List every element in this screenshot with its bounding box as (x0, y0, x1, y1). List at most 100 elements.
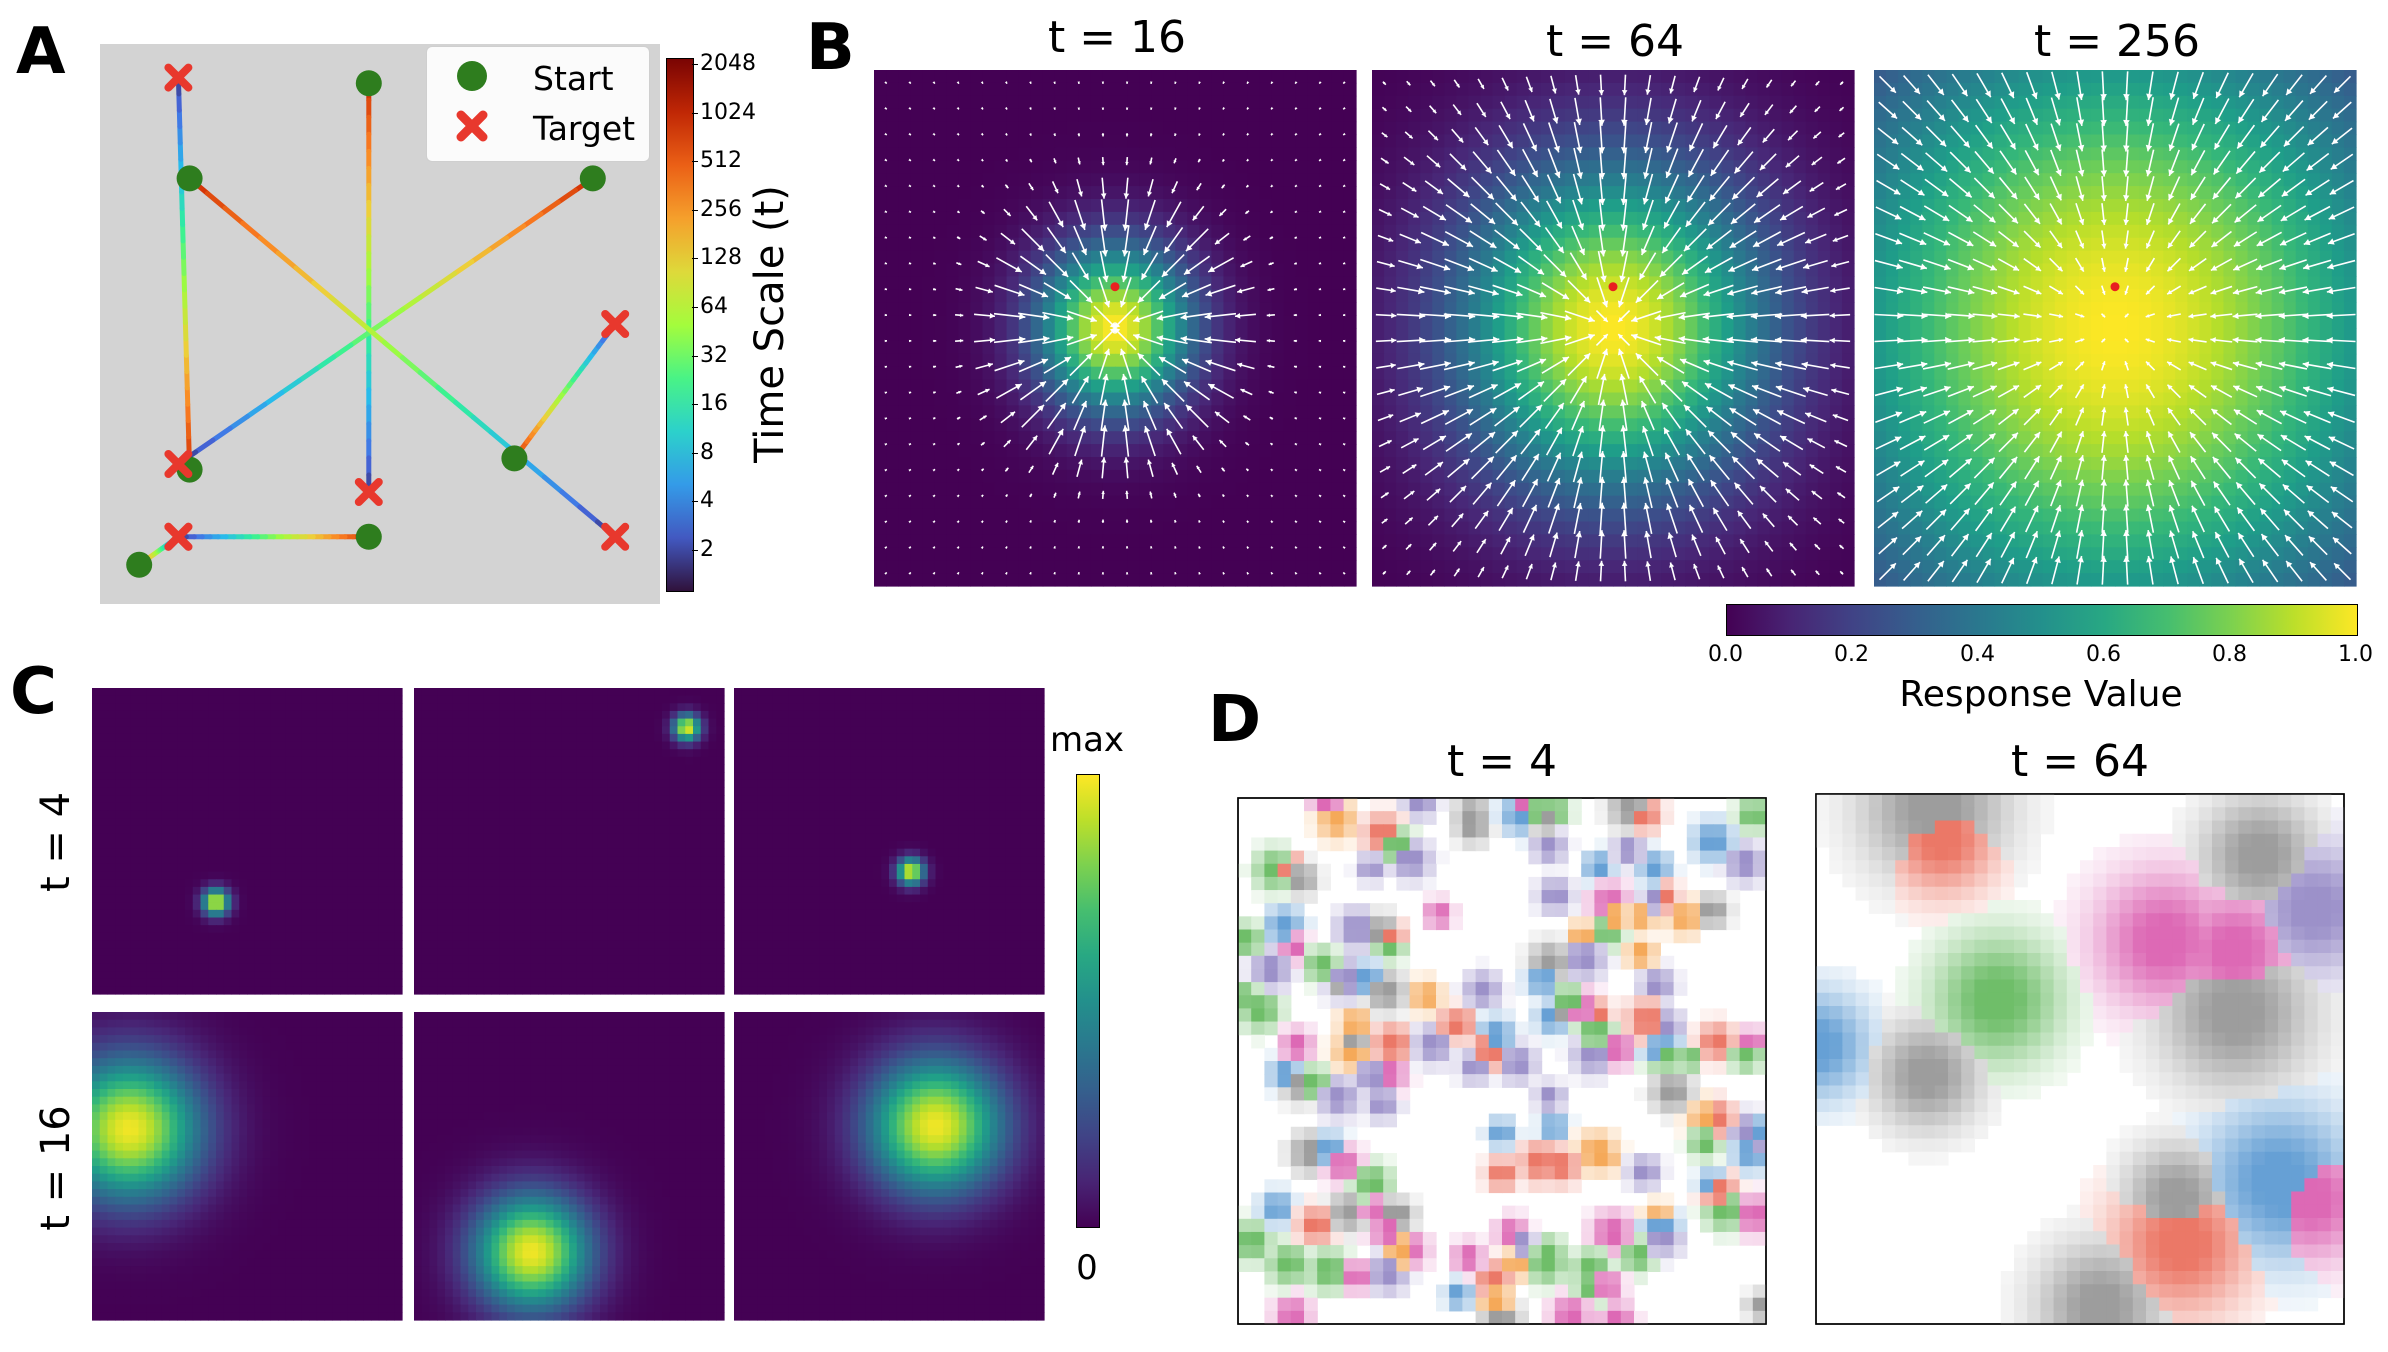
gradient-arrow-head (1237, 288, 1243, 294)
b-heatmap-cell (1235, 573, 1249, 587)
b-heatmap-cell (1384, 108, 1397, 123)
b-heatmap-cell (1102, 82, 1116, 97)
b-heatmap-cell (1271, 82, 1285, 97)
b-heatmap-cell (1757, 95, 1771, 110)
b-heatmap-cell (874, 508, 887, 523)
b-heatmap-cell (934, 276, 947, 290)
gradient-arrow-head (1713, 507, 1720, 515)
b-heatmap-cell (1625, 495, 1638, 510)
b-heatmap-cell (1090, 328, 1104, 342)
gradient-arrow-head (980, 468, 984, 472)
gradient-arrow-head (980, 81, 983, 84)
b-heatmap-cell (1211, 457, 1225, 471)
b-heatmap-cell (994, 186, 1008, 200)
b-heatmap-cell (1613, 121, 1626, 136)
b-heatmap-cell (1721, 302, 1735, 316)
b-heatmap-cell (1384, 276, 1397, 290)
gradient-arrow-head (1267, 287, 1271, 292)
b-heatmap-cell (994, 353, 1008, 368)
b-heatmap-cell (1018, 469, 1032, 484)
b-heatmap-cell (1588, 173, 1602, 187)
b-heatmap-cell (1199, 237, 1212, 252)
b-heatmap-cell (1247, 353, 1261, 368)
b-heatmap-cell (1115, 173, 1128, 187)
b-heatmap-cell (1271, 147, 1285, 161)
b-heatmap-cell (1295, 121, 1309, 136)
gradient-arrow-head (1490, 265, 1498, 272)
b-heatmap-cell (1247, 366, 1261, 381)
b-heatmap-cell (1078, 82, 1092, 97)
b-heatmap-cell (898, 186, 911, 200)
b-heatmap-cell (946, 560, 959, 574)
gradient-arrow-head (1185, 244, 1193, 252)
gradient-arrow-head (1382, 81, 1386, 85)
gradient-arrow-head (1219, 440, 1224, 444)
b-heatmap-cell (1030, 134, 1044, 148)
b-heatmap-cell (1637, 121, 1650, 136)
b-heatmap-cell (1331, 547, 1345, 561)
b-heatmap-cell (1528, 224, 1542, 239)
b-heatmap-cell (1613, 534, 1626, 548)
b-heatmap-cell (1396, 289, 1409, 303)
b-heatmap-cell (1042, 186, 1056, 200)
b-heatmap-cell (994, 495, 1008, 510)
b-heatmap-cell (1721, 431, 1735, 445)
b-heatmap-cell (1456, 289, 1469, 303)
gradient-arrow-head (1703, 290, 1711, 297)
b-heatmap-cell (1042, 121, 1056, 136)
target-marker-6 (164, 522, 193, 551)
gradient-arrow-head (1221, 185, 1225, 189)
gradient-arrow-head (1504, 565, 1509, 571)
b-heatmap-cell (1319, 547, 1333, 561)
b-heatmap-cell (1528, 82, 1542, 97)
b-heatmap-cell (1637, 340, 1650, 355)
gradient-arrow-head (1409, 160, 1415, 166)
b-heatmap-cell (958, 95, 971, 110)
b-heatmap-cell (1540, 302, 1554, 316)
b-heatmap-cell (886, 521, 899, 535)
gradient-arrow-head (1442, 410, 1449, 417)
b-heatmap-cell (1247, 186, 1261, 200)
b-heatmap-cell (1054, 482, 1068, 497)
b-heatmap-cell (1372, 547, 1385, 561)
gradient-arrow-head (932, 236, 936, 239)
b-heatmap-cell (1319, 340, 1333, 355)
gradient-arrow-head (1635, 296, 1643, 303)
gradient-arrow-head (884, 287, 887, 291)
b-heatmap-cell (1528, 366, 1542, 381)
gradient-arrow-head (1009, 239, 1016, 245)
colorbar-a-tick: 128 (700, 245, 742, 271)
gradient-arrow-head (1598, 198, 1606, 205)
gradient-arrow-head (989, 312, 996, 319)
b-heatmap-cell (1223, 95, 1237, 110)
gradient-arrow-head (1528, 87, 1533, 93)
b-heatmap-cell (946, 250, 959, 265)
b-heatmap-cell (1319, 379, 1333, 394)
b-heatmap-cell (1781, 366, 1795, 381)
b-heatmap-cell (1805, 340, 1819, 355)
b-heatmap-cell (958, 250, 971, 265)
gradient-arrow-head (1222, 132, 1226, 136)
gradient-arrow-head (1017, 290, 1025, 297)
b-heatmap-cell (1054, 186, 1068, 200)
b-heatmap-cell (1805, 173, 1819, 187)
b-heatmap-cell (982, 366, 996, 381)
gradient-arrow-head (1059, 246, 1066, 254)
gradient-arrow-head (1664, 452, 1671, 460)
b-heatmap-cell (970, 418, 984, 432)
b-heatmap-cell (1175, 482, 1188, 497)
b-heatmap-cell (934, 289, 947, 303)
gradient-arrow-head (1466, 240, 1473, 247)
b-heatmap-cell (934, 495, 947, 510)
b-heatmap-cell (970, 534, 984, 548)
b-heatmap-cell (898, 495, 911, 510)
b-heatmap-cell (886, 250, 899, 265)
b-heatmap-cell (1271, 469, 1285, 484)
gradient-arrow-head (1017, 359, 1025, 366)
b-heatmap-cell (874, 560, 887, 574)
b-heatmap-cell (1504, 495, 1518, 510)
b-heatmap-cell (1018, 160, 1032, 174)
b-heatmap-cell (1721, 82, 1735, 97)
b-heatmap-cell (1343, 457, 1357, 471)
b-heatmap-cell (1139, 482, 1152, 497)
